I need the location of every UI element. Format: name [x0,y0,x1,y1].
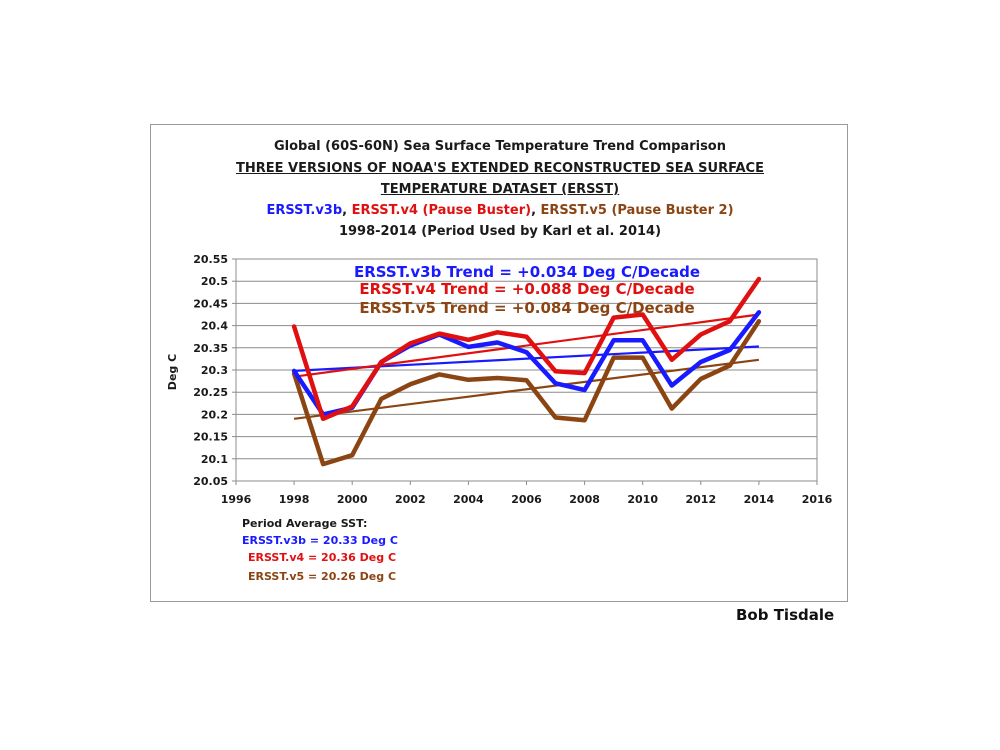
y-tick-label: 20.1 [201,453,228,466]
y-tick-label: 20.15 [193,431,228,444]
series-line-ersst-v4 [291,276,762,422]
y-tick-label: 20.35 [193,342,228,355]
x-tick-label: 2012 [685,493,716,506]
period-average-v3b: ERSST.v3b = 20.33 Deg C [242,534,398,547]
y-tick-label: 20.4 [201,320,228,333]
period-average-v5: ERSST.v5 = 20.26 Deg C [248,570,397,583]
period-average-heading: Period Average SST: [242,517,368,530]
y-tick-label: 20.2 [201,408,228,421]
y-tick-label: 20.3 [201,364,228,377]
x-tick-labels: 1996 1998 2000 2002 2004 2006 2008 2010 2012 2014… [221,493,833,506]
y-tick-labels: 20.55 20.5 20.45 20.4 20.35 20.3 20.25 20.2 20.1… [193,253,228,488]
legend-title-part-v4: ERSST.v4 (Pause Buster) [351,203,532,218]
y-tick-label: 20.5 [201,275,228,288]
legend-title-part-v3b: ERSST.v3b [266,203,343,218]
series-line-ersst-v3b [291,310,762,417]
period-label: 1998-2014 (Period Used by Karl et al. 20… [338,224,662,239]
x-tick-label: 2004 [453,493,484,506]
chart-title: Global (60S-60N) Sea Surface Temperature… [273,139,726,154]
period-average-v4: ERSST.v4 = 20.36 Deg C [248,551,397,564]
y-tick-label: 20.45 [193,297,228,310]
trend-line-ersst-v4 [293,313,760,378]
x-tick-label: 2006 [511,493,542,506]
chart-subtitle-line-1: THREE VERSIONS OF NOAA'S EXTENDED RECONS… [236,161,764,176]
legend-title-part-v5: ERSST.v5 (Pause Buster 2) [540,203,734,218]
trend-annotation: ERSST.v3b Trend = +0.034 Deg C/Decade [354,263,700,281]
trend-annotation: ERSST.v4 Trend = +0.088 Deg C/Decade [359,280,694,298]
x-tick-label: 2016 [802,493,833,506]
trend-lines [293,313,760,420]
y-tick-label: 20.05 [193,475,228,488]
y-axis-label: Deg C [166,354,179,390]
x-tick-label: 1998 [279,493,310,506]
legend-title: ERSST.v3b, ERSST.v4 (Pause Buster), ERSS… [0,203,1000,219]
trend-line-ersst-v5 [293,358,760,420]
x-tick-label: 2014 [744,493,775,506]
x-tick-label: 2002 [395,493,426,506]
author-credit: Bob Tisdale [736,606,835,624]
legend-title-sep-2: , [531,203,541,218]
trend-annotations: ERSST.v3b Trend = +0.034 Deg C/DecadeERS… [354,263,700,317]
series-lines [291,276,762,467]
series-line-ersst-v5 [291,318,762,467]
legend-title-sep-1: , [342,203,352,218]
x-tick-label: 2008 [569,493,600,506]
x-tick-label: 2000 [337,493,368,506]
x-tick-label: 2010 [627,493,658,506]
y-tick-label: 20.55 [193,253,228,266]
x-tick-label: 1996 [221,493,252,506]
trend-annotation: ERSST.v5 Trend = +0.084 Deg C/Decade [359,299,694,317]
chart-subtitle-line-2: TEMPERATURE DATASET (ERSST) [380,182,620,197]
y-tick-label: 20.25 [193,386,228,399]
